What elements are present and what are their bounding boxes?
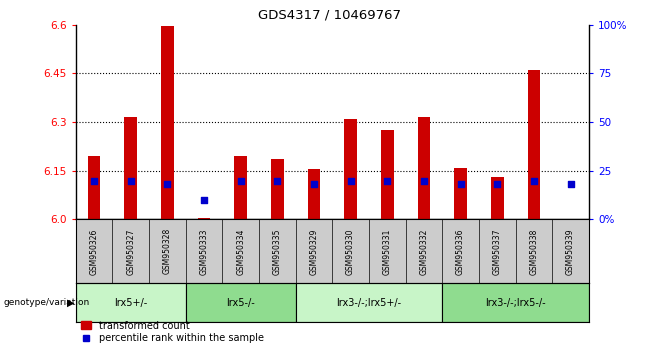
Text: GSM950330: GSM950330 <box>346 228 355 275</box>
Text: ▶: ▶ <box>67 298 75 308</box>
Bar <box>344 119 357 219</box>
Text: GSM950339: GSM950339 <box>566 228 575 275</box>
Legend: transformed count, percentile rank within the sample: transformed count, percentile rank withi… <box>77 317 268 347</box>
Point <box>309 182 319 187</box>
Point <box>89 178 99 183</box>
Point <box>492 182 503 187</box>
Text: lrx3-/-;lrx5-/-: lrx3-/-;lrx5-/- <box>486 298 546 308</box>
Bar <box>186 283 295 322</box>
Text: lrx5+/-: lrx5+/- <box>114 298 147 308</box>
Text: GSM950326: GSM950326 <box>89 228 99 275</box>
Text: GSM950338: GSM950338 <box>530 228 538 275</box>
Bar <box>271 159 284 219</box>
Point <box>126 178 136 183</box>
Bar <box>295 283 442 322</box>
Text: GSM950337: GSM950337 <box>493 228 502 275</box>
Text: GSM950336: GSM950336 <box>456 228 465 275</box>
Point <box>162 182 172 187</box>
Bar <box>528 70 540 219</box>
Text: GDS4317 / 10469767: GDS4317 / 10469767 <box>257 9 401 22</box>
Point <box>455 182 466 187</box>
Text: lrx5-/-: lrx5-/- <box>226 298 255 308</box>
Bar <box>307 169 320 219</box>
Text: GSM950329: GSM950329 <box>309 228 318 275</box>
Text: lrx3-/-;lrx5+/-: lrx3-/-;lrx5+/- <box>336 298 401 308</box>
Bar <box>454 167 467 219</box>
Point <box>382 178 393 183</box>
Bar <box>418 117 430 219</box>
Bar <box>88 156 101 219</box>
Bar <box>161 27 174 219</box>
Point <box>272 178 282 183</box>
Text: GSM950328: GSM950328 <box>163 228 172 274</box>
Text: GSM950331: GSM950331 <box>383 228 392 275</box>
Bar <box>76 283 186 322</box>
Point <box>528 178 539 183</box>
Bar <box>234 156 247 219</box>
Text: GSM950335: GSM950335 <box>273 228 282 275</box>
Text: GSM950332: GSM950332 <box>419 228 428 275</box>
Bar <box>442 283 589 322</box>
Bar <box>381 130 393 219</box>
Point <box>345 178 356 183</box>
Bar <box>124 117 137 219</box>
Text: genotype/variation: genotype/variation <box>3 298 89 307</box>
Text: GSM950333: GSM950333 <box>199 228 209 275</box>
Bar <box>491 177 503 219</box>
Text: GSM950327: GSM950327 <box>126 228 135 275</box>
Point <box>199 197 209 203</box>
Text: GSM950334: GSM950334 <box>236 228 245 275</box>
Point <box>236 178 246 183</box>
Point <box>565 182 576 187</box>
Bar <box>197 218 211 219</box>
Point <box>418 178 429 183</box>
